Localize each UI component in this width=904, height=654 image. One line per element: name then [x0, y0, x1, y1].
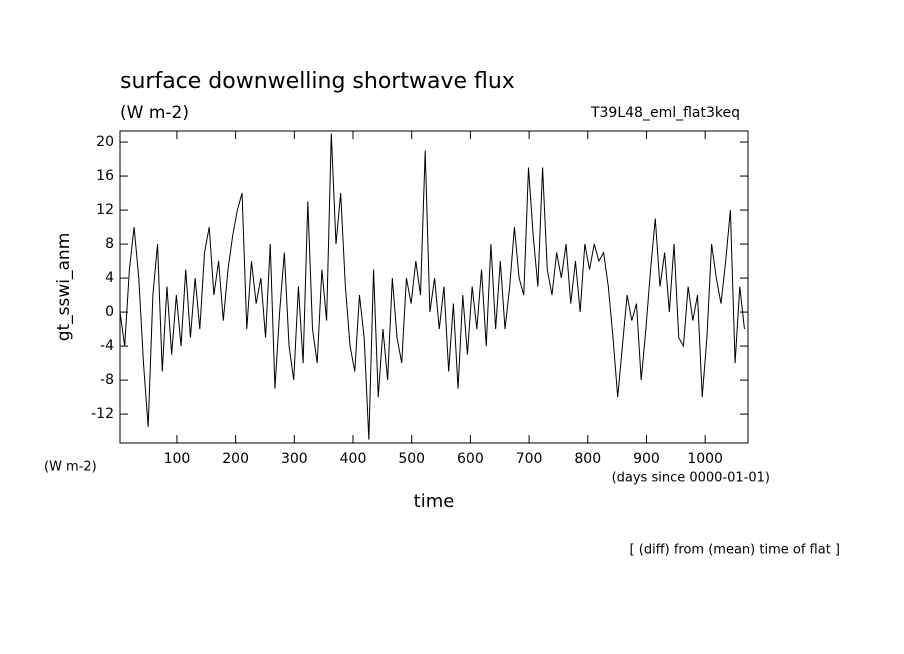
y-tick-label: 4: [105, 270, 114, 286]
x-axis-label: time: [414, 491, 455, 512]
data-line: [119, 133, 745, 440]
y-tick-label: -8: [100, 372, 114, 388]
y-axis-label: gt_sswi_anm: [54, 233, 74, 342]
x-tick-label: 200: [222, 451, 249, 467]
x-tick-label: 400: [340, 451, 367, 467]
y-tick-label: 20: [96, 134, 114, 150]
subtitle: (W m-2): [120, 103, 189, 123]
y-tick-label: 8: [105, 236, 114, 252]
x-tick-label: 100: [164, 451, 191, 467]
x-unit: (days since 0000-01-01): [612, 471, 770, 486]
y-unit: (W m-2): [44, 460, 97, 475]
y-tick-label: 12: [96, 202, 114, 218]
x-tick-label: 1000: [687, 451, 723, 467]
x-tick-label: 500: [398, 451, 425, 467]
y-tick-label: -4: [100, 338, 114, 354]
y-tick-label: 0: [105, 304, 114, 320]
annotation: T39L48_eml_flat3keq: [590, 105, 740, 121]
plot-frame: [119, 130, 749, 444]
x-tick-label: 600: [457, 451, 484, 467]
footnote: [ (diff) from (mean) time of flat ]: [630, 543, 840, 558]
x-tick-label: 300: [281, 451, 308, 467]
x-tick-label: 700: [516, 451, 543, 467]
x-tick-label: 900: [633, 451, 660, 467]
y-tick-label: 16: [96, 168, 114, 184]
x-tick-label: 800: [574, 451, 601, 467]
chart-title: surface downwelling shortwave flux: [120, 69, 515, 94]
y-tick-label: -12: [91, 406, 114, 422]
